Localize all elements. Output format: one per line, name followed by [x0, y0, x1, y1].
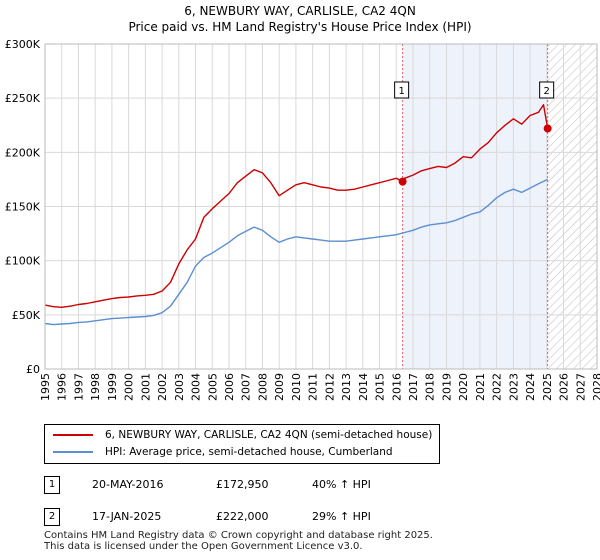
x-tick-label: 2016	[390, 373, 403, 401]
sale-flag-box	[539, 81, 555, 99]
sale-hpi-change: 29% ↑ HPI	[312, 510, 371, 523]
price-chart: 6, NEWBURY WAY, CARLISLE, CA2 4QN Price …	[5, 4, 600, 401]
x-tick-label: 2007	[240, 373, 253, 401]
legend-swatch-hpi	[53, 451, 93, 453]
sale-flag-label: 1	[398, 86, 404, 97]
plot-border	[44, 43, 598, 370]
x-tick-label: 2024	[524, 373, 537, 401]
sale-hpi-change: 40% ↑ HPI	[312, 478, 371, 491]
x-tick-label: 2009	[273, 373, 286, 401]
x-tick-label: 2018	[424, 373, 437, 401]
x-tick-label: 2022	[491, 373, 504, 401]
y-tick-label: £50K	[12, 309, 41, 322]
legend-label-hpi: HPI: Average price, semi-detached house,…	[105, 446, 393, 458]
x-tick-label: 1997	[72, 373, 85, 401]
x-tick-label: 1999	[106, 373, 119, 401]
x-tick-label: 2013	[340, 373, 353, 401]
x-tick-label: 2019	[440, 373, 453, 401]
footer-licence: This data is licensed under the Open Gov…	[44, 541, 363, 552]
x-tick-label: 2017	[407, 373, 420, 401]
footer-attribution: Contains HM Land Registry data © Crown c…	[44, 530, 433, 552]
chart-subtitle: Price paid vs. HM Land Registry's House …	[128, 20, 471, 34]
series-line-hpi	[44, 178, 549, 326]
legend-item-hpi: HPI: Average price, semi-detached house,…	[53, 444, 393, 460]
sale-row: 2 17-JAN-2025 £222,000 29% ↑ HPI	[44, 508, 464, 528]
x-tick-label: 2021	[474, 373, 487, 401]
x-tick-label: 2020	[457, 373, 470, 401]
sale-flag-box	[394, 81, 410, 99]
footer-copyright: Contains HM Land Registry data © Crown c…	[44, 530, 433, 541]
x-tick-label: 2000	[123, 373, 136, 401]
sale-number-badge: 2	[44, 508, 60, 526]
sale-row: 1 20-MAY-2016 £172,950 40% ↑ HPI	[44, 476, 464, 496]
x-tick-label: 2014	[357, 373, 370, 401]
x-tick-label: 2026	[558, 373, 571, 401]
x-tick-label: 2008	[256, 373, 269, 401]
x-tick-label: 2028	[591, 373, 600, 401]
x-tick-label: 2006	[223, 373, 236, 401]
legend-item-property: 6, NEWBURY WAY, CARLISLE, CA2 4QN (semi-…	[53, 427, 432, 443]
x-tick-label: 2005	[206, 373, 219, 401]
sale-number-badge: 1	[44, 476, 60, 494]
sale-price: £222,000	[216, 510, 269, 523]
x-tick-label: 2001	[139, 373, 152, 401]
y-tick-label: £200K	[5, 146, 41, 159]
sale-point	[398, 177, 407, 186]
y-tick-label: £250K	[5, 92, 41, 105]
y-tick-label: £150K	[5, 201, 41, 214]
legend: 6, NEWBURY WAY, CARLISLE, CA2 4QN (semi-…	[44, 424, 440, 464]
sale-flag-label: 2	[543, 86, 549, 97]
sale-date: 17-JAN-2025	[92, 510, 162, 523]
x-tick-label: 2004	[190, 373, 203, 401]
sale-price: £172,950	[216, 478, 269, 491]
x-tick-label: 1995	[39, 373, 52, 401]
x-tick-label: 2002	[156, 373, 169, 401]
x-tick-label: 1996	[56, 373, 69, 401]
sale-point	[543, 124, 552, 133]
series-line-property	[44, 103, 549, 308]
y-tick-label: £300K	[5, 38, 41, 51]
sale-date: 20-MAY-2016	[92, 478, 164, 491]
chart-title: 6, NEWBURY WAY, CARLISLE, CA2 4QN	[184, 4, 416, 18]
x-tick-label: 2010	[290, 373, 303, 401]
legend-swatch-property	[53, 434, 93, 436]
x-tick-label: 2027	[574, 373, 587, 401]
x-tick-label: 1998	[89, 373, 102, 401]
x-tick-label: 2015	[374, 373, 387, 401]
y-tick-label: £100K	[5, 255, 41, 268]
x-tick-label: 2025	[541, 373, 554, 401]
x-tick-label: 2012	[323, 373, 336, 401]
x-tick-label: 2023	[507, 373, 520, 401]
legend-label-property: 6, NEWBURY WAY, CARLISLE, CA2 4QN (semi-…	[105, 429, 433, 441]
x-tick-label: 2011	[307, 373, 320, 401]
y-tick-label: £0	[26, 363, 40, 376]
x-tick-label: 2003	[173, 373, 186, 401]
